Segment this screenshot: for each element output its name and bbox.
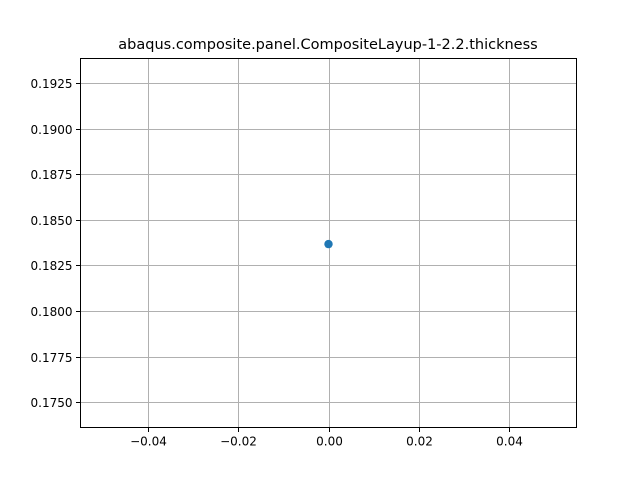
x-tick-label: 0.00 [316, 435, 343, 449]
x-tick-label: −0.04 [130, 435, 167, 449]
y-tick-label: 0.1750 [31, 396, 73, 410]
y-tick-label: 0.1825 [31, 259, 73, 273]
x-tick-label: 0.04 [496, 435, 523, 449]
data-points [324, 239, 333, 249]
y-tick-label: 0.1775 [31, 351, 73, 365]
y-tick-label: 0.1850 [31, 214, 73, 228]
grid [80, 58, 577, 428]
x-tick-label: −0.02 [220, 435, 257, 449]
y-tick-label: 0.1800 [31, 305, 73, 319]
x-tick-label: 0.02 [406, 435, 433, 449]
data-point [324, 239, 333, 249]
plot-frame [80, 58, 577, 428]
chart-title: abaqus.composite.panel.CompositeLayup-1-… [118, 37, 537, 53]
x-axis: −0.04 −0.02 0.00 0.02 0.04 [130, 427, 523, 449]
y-tick-label: 0.1925 [31, 77, 73, 91]
y-tick-label: 0.1900 [31, 123, 73, 137]
y-tick-label: 0.1875 [31, 168, 73, 182]
y-axis: 0.1750 0.1775 0.1800 0.1825 0.1850 0.1875 0.19… [31, 77, 81, 410]
